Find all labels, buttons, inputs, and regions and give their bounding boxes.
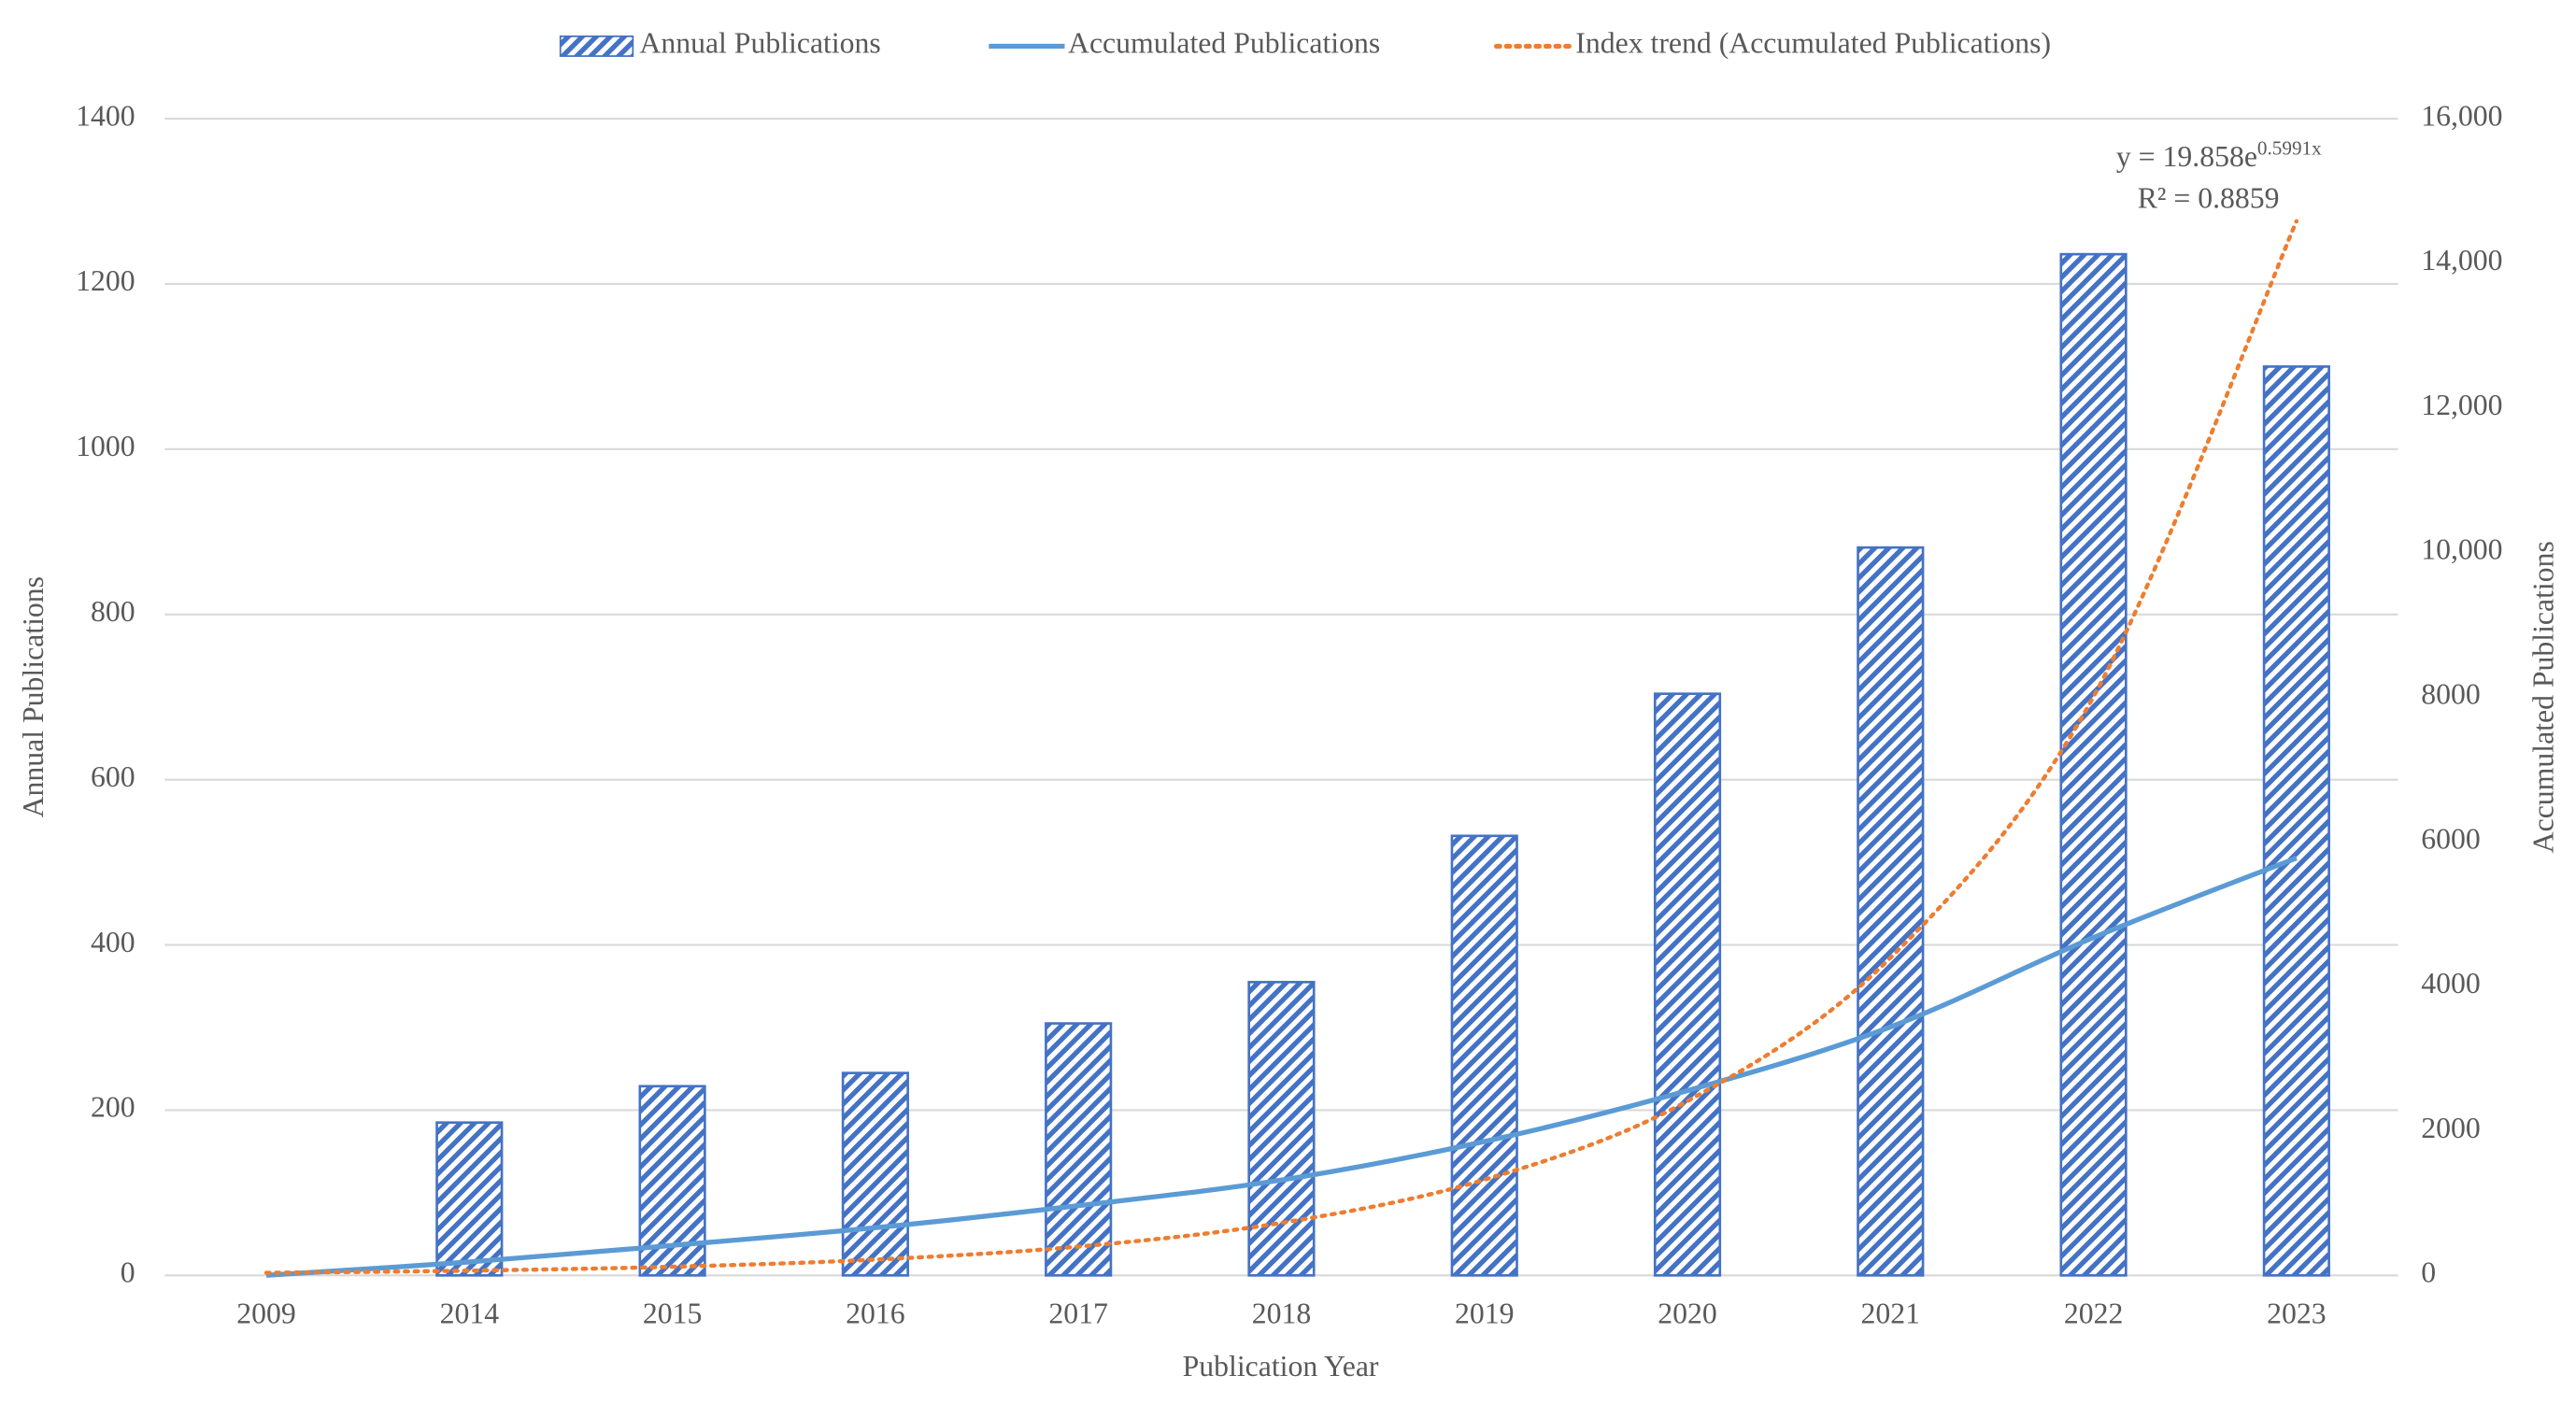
y-tick-label: 1200: [76, 264, 135, 297]
y2-tick-label: 0: [2421, 1256, 2436, 1289]
x-tick-label: 2009: [236, 1298, 295, 1330]
x-tick-label: 2021: [1861, 1298, 1921, 1330]
x-tick-label: 2016: [846, 1298, 905, 1330]
y-tick-label: 600: [91, 760, 135, 793]
r-squared: R² = 0.8859: [2138, 182, 2280, 215]
y2-tick-label: 4000: [2421, 967, 2481, 1000]
legend-label: Accumulated Publications: [1068, 27, 1380, 60]
x-tick-label: 2020: [1658, 1298, 1717, 1330]
legend-label: Annual Publications: [639, 27, 880, 60]
trend-equation-base: y = 19.858e: [2116, 140, 2257, 173]
y-tick-label: 200: [91, 1091, 135, 1124]
y-tick-label: 400: [91, 926, 135, 958]
bar: [1247, 981, 1316, 1277]
bar: [841, 1071, 909, 1277]
y2-tick-label: 10,000: [2421, 533, 2502, 566]
legend-label: Index trend (Accumulated Publications): [1575, 27, 2051, 60]
y2-tick-label: 16,000: [2421, 99, 2502, 132]
bar: [1857, 546, 1925, 1277]
x-tick-label: 2022: [2064, 1298, 2124, 1330]
x-tick-label: 2019: [1455, 1298, 1515, 1330]
y2-axis-title: Accumulated Publications: [2527, 541, 2560, 853]
trend-line: [263, 219, 2299, 1275]
y-tick-label: 0: [121, 1256, 135, 1289]
x-tick-label: 2015: [643, 1298, 702, 1330]
bar: [435, 1121, 504, 1277]
trend-equation-exponent: 0.5991x: [2257, 136, 2322, 159]
x-tick-label: 2018: [1252, 1298, 1312, 1330]
x-tick-label: 2014: [440, 1298, 500, 1330]
bar: [1653, 692, 1722, 1277]
x-tick-label: 2023: [2267, 1298, 2327, 1330]
bar: [2262, 365, 2330, 1277]
y2-tick-label: 12,000: [2421, 389, 2502, 421]
y2-tick-label: 6000: [2421, 822, 2481, 855]
y-tick-label: 1000: [76, 430, 135, 462]
y2-tick-label: 8000: [2421, 677, 2481, 710]
bar: [1045, 1022, 1113, 1277]
y-tick-label: 1400: [76, 99, 135, 132]
x-axis-title: Publication Year: [1183, 1350, 1379, 1383]
line: [265, 856, 2298, 1278]
trend-equation: y = 19.858e0.5991x: [2116, 136, 2322, 173]
y-tick-label: 800: [91, 595, 135, 628]
y-axis-title: Annual Publications: [17, 576, 50, 817]
bar: [2059, 252, 2128, 1277]
x-tick-label: 2017: [1048, 1298, 1108, 1330]
legend-swatch: [559, 35, 634, 57]
y2-tick-label: 2000: [2421, 1112, 2481, 1144]
bar: [1450, 834, 1518, 1277]
y2-tick-label: 14,000: [2421, 244, 2502, 277]
